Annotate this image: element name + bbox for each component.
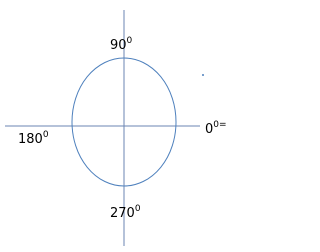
label-sup: 0 [135,204,141,214]
label-sup: 0 [127,36,133,46]
diagram: 900 1800 00= 2700 [5,10,227,246]
label-270: 2700 [110,204,141,221]
ellipse [71,57,177,187]
label-text: 270 [110,206,135,221]
label-0: 00= [205,120,227,137]
dot [202,74,204,76]
label-90: 900 [110,36,133,53]
label-180: 1800 [18,130,49,147]
label-sup: 0= [213,120,226,130]
label-text: 180 [18,132,43,147]
label-sup: 0 [43,130,49,140]
label-text: 0 [205,122,213,137]
label-text: 90 [110,38,127,53]
